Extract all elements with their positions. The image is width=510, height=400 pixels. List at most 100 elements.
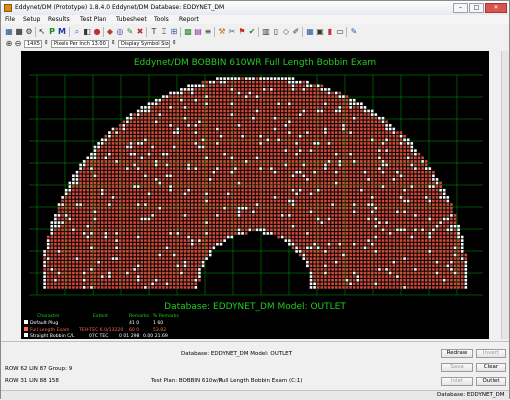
tube[interactable] xyxy=(259,171,262,174)
plugged-tube[interactable] xyxy=(378,221,381,224)
tube[interactable] xyxy=(385,121,388,124)
tube[interactable] xyxy=(439,243,442,246)
tube[interactable] xyxy=(256,221,259,224)
tube[interactable] xyxy=(421,225,424,228)
tube[interactable] xyxy=(151,178,154,181)
tube[interactable] xyxy=(148,175,151,178)
tube[interactable] xyxy=(227,207,230,210)
plugged-tube[interactable] xyxy=(198,268,201,271)
tube[interactable] xyxy=(216,178,219,181)
tube[interactable] xyxy=(202,95,205,98)
tube[interactable] xyxy=(155,218,158,221)
tube[interactable] xyxy=(317,207,320,210)
tube[interactable] xyxy=(349,196,352,199)
tube[interactable] xyxy=(259,153,262,156)
tube[interactable] xyxy=(371,167,374,170)
tube[interactable] xyxy=(90,211,93,214)
tube[interactable] xyxy=(198,189,201,192)
tube[interactable] xyxy=(123,121,126,124)
tube[interactable] xyxy=(119,254,122,257)
tube[interactable] xyxy=(303,106,306,109)
tube[interactable] xyxy=(331,160,334,163)
tube[interactable] xyxy=(418,257,421,260)
tube[interactable] xyxy=(205,175,208,178)
tube[interactable] xyxy=(205,110,208,113)
tube[interactable] xyxy=(198,95,201,98)
tube[interactable] xyxy=(310,236,313,239)
plugged-tube[interactable] xyxy=(94,149,97,152)
tube[interactable] xyxy=(353,157,356,160)
tube[interactable] xyxy=(274,121,277,124)
plugged-tube[interactable] xyxy=(371,203,374,206)
tube[interactable] xyxy=(360,211,363,214)
tube[interactable] xyxy=(285,92,288,95)
tube[interactable] xyxy=(281,160,284,163)
tube[interactable] xyxy=(195,272,198,275)
plugged-tube[interactable] xyxy=(184,106,187,109)
tube[interactable] xyxy=(331,243,334,246)
tube[interactable] xyxy=(205,207,208,210)
tube[interactable] xyxy=(141,211,144,214)
tube[interactable] xyxy=(324,225,327,228)
tube[interactable] xyxy=(220,142,223,145)
tube[interactable] xyxy=(198,214,201,217)
plugged-tube[interactable] xyxy=(432,178,435,181)
tube[interactable] xyxy=(155,203,158,206)
tube[interactable] xyxy=(151,261,154,264)
tube[interactable] xyxy=(331,229,334,232)
tube[interactable] xyxy=(274,225,277,228)
tube[interactable] xyxy=(137,135,140,138)
tube[interactable] xyxy=(310,146,313,149)
plugged-tube[interactable] xyxy=(177,131,180,134)
plugged-tube[interactable] xyxy=(123,128,126,131)
tube[interactable] xyxy=(252,185,255,188)
plugged-tube[interactable] xyxy=(292,175,295,178)
plugged-tube[interactable] xyxy=(151,103,154,106)
tube[interactable] xyxy=(173,275,176,278)
tube[interactable] xyxy=(209,247,212,250)
tube[interactable] xyxy=(209,106,212,109)
tube[interactable] xyxy=(169,135,172,138)
tube[interactable] xyxy=(335,146,338,149)
tube[interactable] xyxy=(375,247,378,250)
tube[interactable] xyxy=(267,117,270,120)
tube[interactable] xyxy=(400,146,403,149)
tube[interactable] xyxy=(137,272,140,275)
table-icon[interactable]: ▥ xyxy=(262,27,270,36)
tube[interactable] xyxy=(223,128,226,131)
tube[interactable] xyxy=(346,128,349,131)
tube[interactable] xyxy=(324,142,327,145)
tube[interactable] xyxy=(421,265,424,268)
tube[interactable] xyxy=(378,185,381,188)
tube[interactable] xyxy=(198,157,201,160)
tube[interactable] xyxy=(259,103,262,106)
tube[interactable] xyxy=(299,243,302,246)
tube[interactable] xyxy=(403,167,406,170)
tube[interactable] xyxy=(108,225,111,228)
tube[interactable] xyxy=(202,257,205,260)
plugged-tube[interactable] xyxy=(43,265,46,268)
tube[interactable] xyxy=(83,178,86,181)
tube[interactable] xyxy=(159,142,162,145)
tube[interactable] xyxy=(130,171,133,174)
plugged-tube[interactable] xyxy=(58,203,61,206)
tube[interactable] xyxy=(400,214,403,217)
tube[interactable] xyxy=(457,272,460,275)
tube[interactable] xyxy=(216,218,219,221)
tube[interactable] xyxy=(180,229,183,232)
tube[interactable] xyxy=(389,257,392,260)
plugged-tube[interactable] xyxy=(439,221,442,224)
tube[interactable] xyxy=(87,203,90,206)
tube[interactable] xyxy=(169,121,172,124)
tube[interactable] xyxy=(101,175,104,178)
tube[interactable] xyxy=(54,265,57,268)
tube[interactable] xyxy=(195,139,198,142)
tube[interactable] xyxy=(191,95,194,98)
tube[interactable] xyxy=(166,139,169,142)
tube[interactable] xyxy=(220,110,223,113)
tube[interactable] xyxy=(259,81,262,84)
tube[interactable] xyxy=(112,200,115,203)
tube[interactable] xyxy=(375,160,378,163)
tube[interactable] xyxy=(313,121,316,124)
tube[interactable] xyxy=(213,207,216,210)
